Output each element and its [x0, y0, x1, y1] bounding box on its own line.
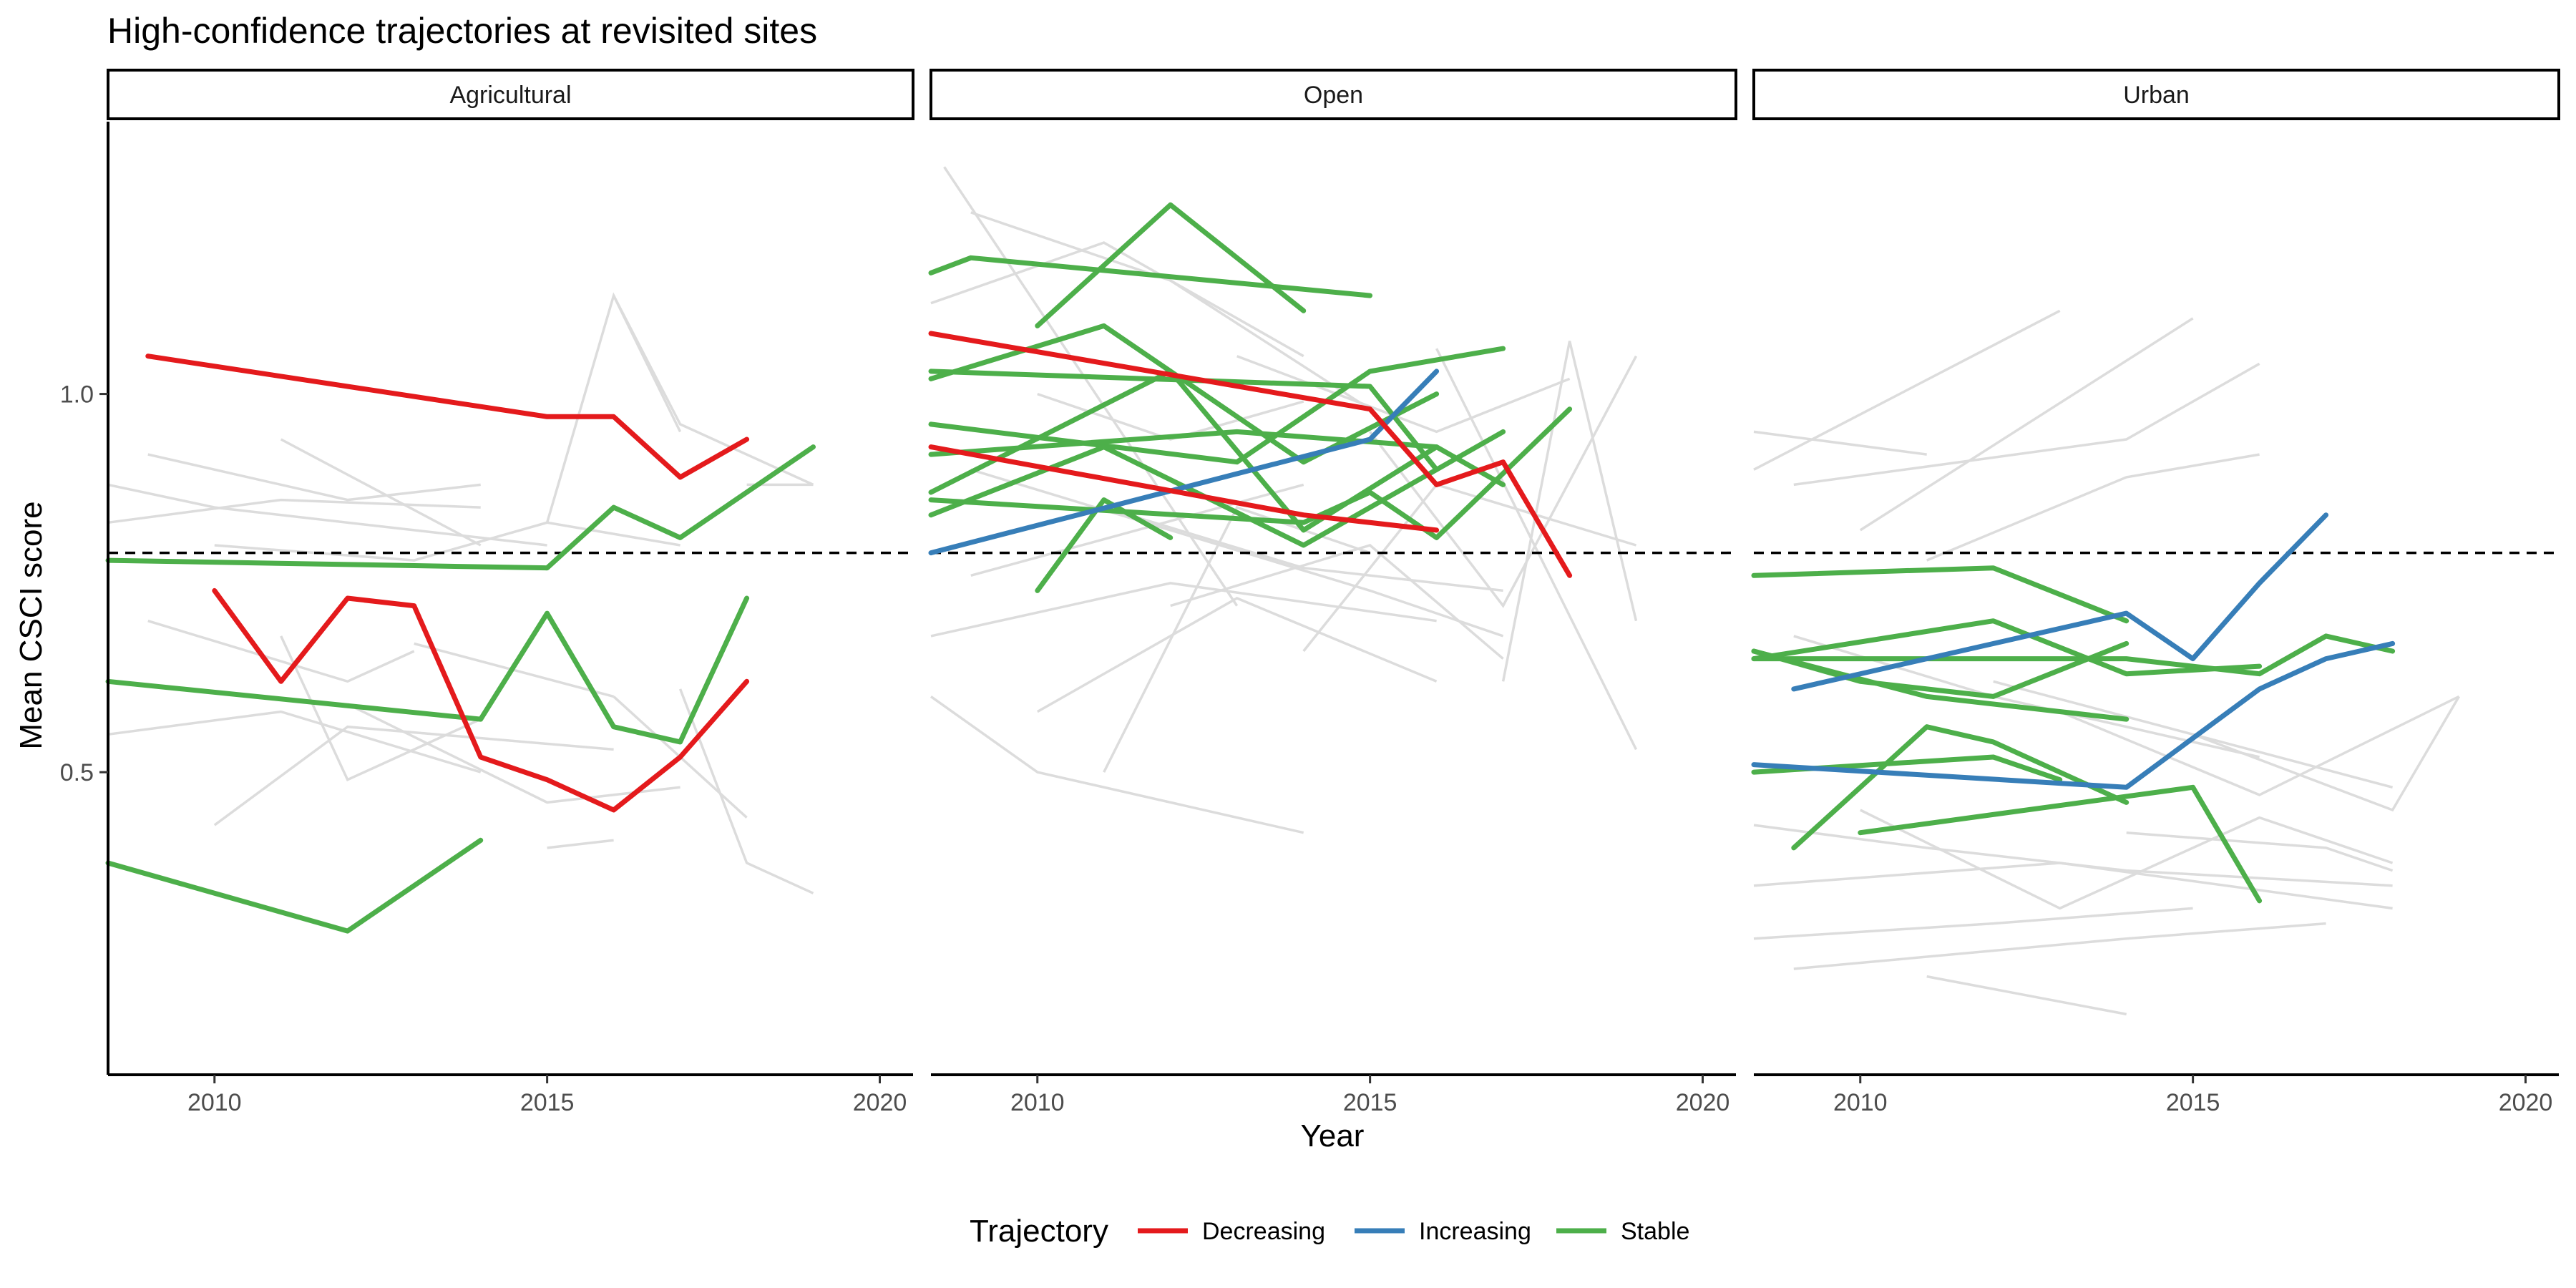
background-trajectories: [930, 166, 1638, 834]
series-line-increasing: [1751, 640, 2396, 790]
legend-label-stable: Stable: [1621, 1218, 1689, 1245]
x-tick-label: 2020: [853, 1089, 907, 1116]
panel-strip-label: Open: [1304, 82, 1363, 109]
background-trajectory-line: [970, 483, 1304, 577]
series-line-increasing: [928, 369, 1440, 556]
background-trajectory-line: [107, 498, 481, 525]
background-trajectory-line: [970, 468, 1504, 638]
background-trajectory-line: [1037, 392, 1304, 441]
background-trajectory-line: [1103, 505, 1371, 773]
background-trajectories: [107, 292, 814, 894]
background-trajectory-line: [930, 695, 1304, 834]
panel-strip: [107, 69, 914, 120]
panel-open: Open 2010 2015 2020: [928, 69, 1737, 1116]
background-trajectory-line: [1793, 922, 2326, 970]
background-trajectory-line: [1859, 317, 2194, 532]
x-tick-label: 2010: [1833, 1089, 1888, 1116]
background-trajectory-line: [1753, 824, 2393, 887]
series-line-stable: [105, 595, 750, 745]
background-trajectory-line: [1753, 430, 1927, 456]
series-line-decreasing: [212, 587, 750, 813]
series-line-stable: [105, 444, 816, 571]
series-line-stable: [928, 429, 1506, 487]
background-trajectory-line: [930, 582, 1437, 638]
y-axis-title: Mean CSCI score: [14, 501, 49, 749]
background-trajectory-line: [346, 703, 680, 804]
background-trajectory-line: [1793, 362, 2260, 487]
series-line-stable: [1751, 618, 2263, 677]
panel-strip: [930, 69, 1737, 120]
background-trajectory-line: [2192, 696, 2461, 812]
series-line-stable: [1791, 724, 2129, 851]
x-tick-label: 2015: [1343, 1089, 1397, 1116]
background-trajectory-line: [678, 688, 814, 894]
x-tick-label: 2015: [520, 1089, 575, 1116]
background-trajectory-line: [1753, 309, 2061, 471]
background-trajectory-line: [213, 725, 614, 826]
background-trajectory-line: [2059, 695, 2460, 796]
background-trajectory-line: [147, 453, 481, 502]
series-line-stable: [1751, 648, 2129, 722]
background-trajectory-line: [1103, 506, 1503, 592]
trajectory-series: [1751, 512, 2396, 904]
legend-title: Trajectory: [970, 1214, 1108, 1249]
panel-agricultural: Agricultural 0.5 1.0 2010 2015 2020: [60, 69, 914, 1116]
background-trajectory-line: [280, 438, 482, 547]
background-trajectory-line: [1926, 453, 2260, 562]
x-axis-title: Year: [1301, 1118, 1365, 1153]
background-trajectory-line: [1036, 597, 1438, 713]
trajectory-series: [928, 202, 1573, 593]
background-trajectories: [1753, 309, 2461, 1016]
background-trajectory-line: [107, 483, 547, 547]
background-trajectory-line: [280, 635, 482, 782]
background-trajectory-line: [1302, 483, 1637, 653]
x-tick-label: 2010: [1010, 1089, 1065, 1116]
background-trajectory-line: [545, 292, 814, 523]
x-tick-label: 2015: [2166, 1089, 2220, 1116]
background-trajectory-line: [1860, 809, 2394, 910]
series-line-stable: [928, 255, 1373, 298]
panel-strip-label: Urban: [2123, 82, 2190, 109]
legend-label-decreasing: Decreasing: [1202, 1218, 1325, 1245]
x-tick-label: 2010: [187, 1089, 242, 1116]
series-line-stable: [1751, 633, 2396, 677]
series-line-stable: [928, 323, 1440, 465]
chart-title: High-confidence trajectories at revisite…: [107, 11, 817, 51]
series-line-stable: [1751, 565, 2129, 624]
panel-strip: [1752, 69, 2560, 120]
series-line-decreasing: [928, 331, 1573, 578]
background-trajectory-line: [1926, 975, 2127, 1016]
y-tick-label: 0.5: [60, 759, 94, 786]
series-line-stable: [928, 369, 1440, 533]
background-trajectory-line: [547, 839, 614, 849]
series-line-increasing: [1791, 512, 2329, 692]
series-line-decreasing: [145, 353, 750, 480]
series-line-stable: [1858, 784, 2263, 904]
trajectory-series: [105, 353, 816, 934]
x-tick-label: 2020: [2499, 1089, 2553, 1116]
series-line-stable: [105, 837, 484, 934]
series-line-decreasing: [928, 444, 1440, 533]
background-trajectory-line: [1236, 355, 1571, 434]
background-trajectory-line: [930, 241, 1304, 358]
background-trajectory-line: [147, 620, 415, 683]
background-trajectory-line: [107, 710, 482, 774]
background-trajectory-line: [1501, 341, 1638, 682]
background-trajectory-line: [1170, 544, 1504, 660]
legend-label-increasing: Increasing: [1419, 1218, 1531, 1245]
background-trajectory-line: [1435, 348, 1638, 751]
panels: Agricultural 0.5 1.0 2010 2015 2020 Open 2010 20…: [60, 69, 2560, 1116]
y-tick-label: 1.0: [60, 381, 94, 409]
panel-urban: Urban 2010 2015 2020: [1751, 69, 2560, 1116]
legend: Trajectory Decreasing Increasing Stable: [970, 1214, 1689, 1249]
series-line-stable: [1035, 497, 1174, 593]
series-line-stable: [928, 369, 1440, 472]
series-line-stable: [1035, 202, 1307, 328]
background-trajectory-line: [2126, 831, 2394, 872]
background-trajectory-line: [1753, 907, 2193, 940]
panel-strip-label: Agricultural: [449, 82, 571, 109]
series-line-stable: [928, 406, 1573, 540]
x-tick-label: 2020: [1676, 1089, 1730, 1116]
